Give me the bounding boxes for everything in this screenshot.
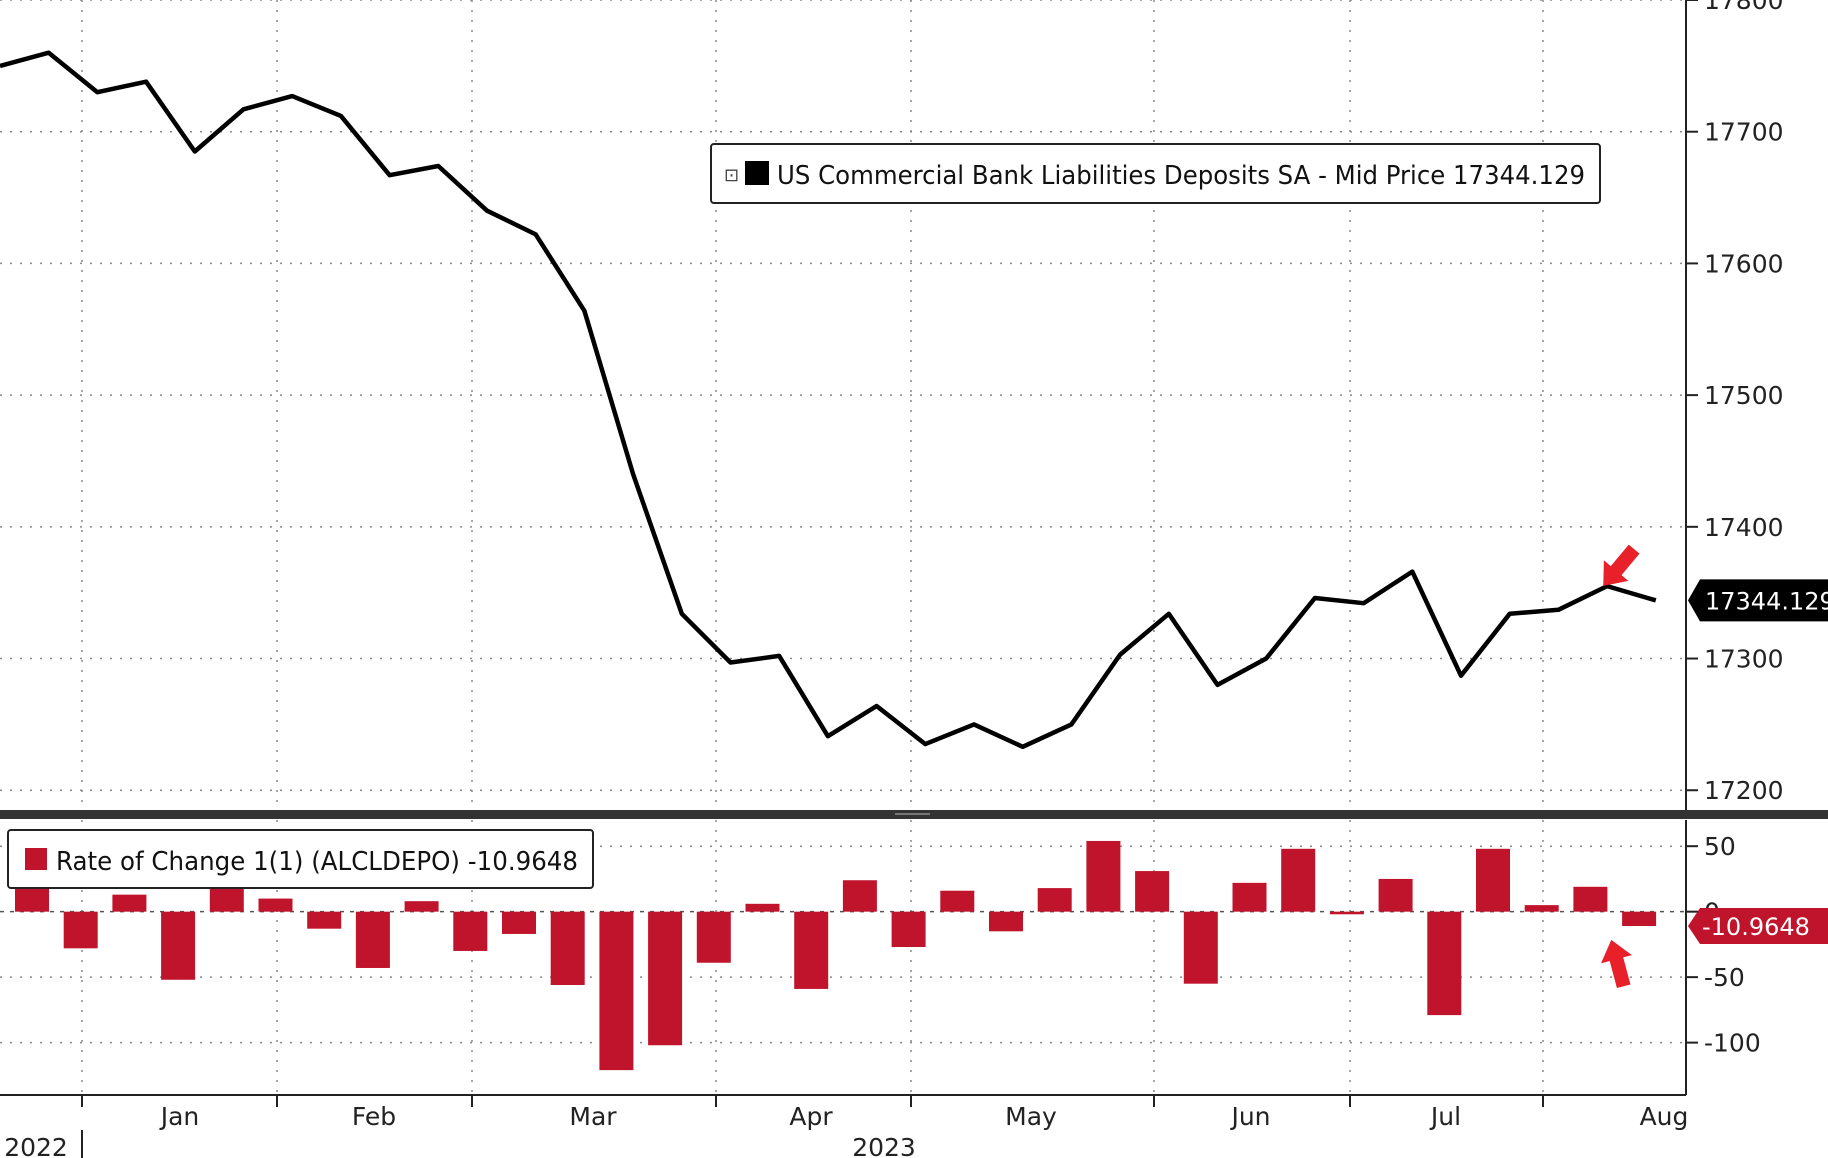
- x-tick-label: Feb: [352, 1102, 396, 1131]
- roc-legend-swatch: [25, 848, 47, 870]
- price-y-tick-label: 17400: [1704, 513, 1784, 542]
- roc-bar: [307, 911, 342, 929]
- roc-legend-label: Rate of Change 1(1) (ALCLDEPO) -10.9648: [56, 847, 578, 877]
- roc-last-value-box: -10.9648: [1688, 908, 1828, 945]
- price-y-tick-label: 17700: [1704, 118, 1784, 147]
- down-arrow-annotation: [1603, 544, 1640, 586]
- roc-bar: [15, 886, 49, 912]
- price-y-axis: 17200 17300 17400 17500 17600 17700 17800: [1686, 0, 1784, 805]
- legend-toggle-icon[interactable]: ⊡: [724, 165, 739, 186]
- price-legend-label: US Commercial Bank Liabilities Deposits …: [777, 161, 1585, 191]
- roc-bar: [794, 911, 829, 989]
- roc-last-value-shape: [1688, 908, 1828, 945]
- roc-bar: [1281, 848, 1316, 912]
- roc-bar: [209, 886, 244, 912]
- price-line: [0, 50, 1657, 750]
- roc-bar: [1086, 840, 1121, 912]
- roc-y-axis: -100-50050: [1686, 832, 1761, 1058]
- roc-bar: [599, 911, 634, 1071]
- roc-bar: [1183, 911, 1218, 984]
- roc-bar: [696, 911, 731, 963]
- roc-bar: [1524, 905, 1559, 912]
- price-y-tick-label: 17500: [1704, 381, 1784, 410]
- roc-bar: [1622, 911, 1657, 927]
- roc-bar: [404, 901, 439, 912]
- roc-bar: [1232, 882, 1267, 912]
- price-y-tick-label: 17800: [1704, 0, 1784, 15]
- roc-bar: [940, 890, 975, 912]
- roc-bars: [15, 840, 1657, 1071]
- roc-bar: [989, 911, 1023, 932]
- price-legend[interactable]: ⊡ US Commercial Bank Liabilities Deposit…: [710, 143, 1601, 204]
- x-axis: Jan Feb Mar Apr May Jun Jul Aug 2022 2023: [4, 1095, 1688, 1158]
- price-panel-gridlines: [0, 0, 1686, 791]
- down-arrow-icon: [1603, 544, 1640, 586]
- roc-bar: [550, 911, 585, 985]
- up-arrow-annotation: [1600, 939, 1632, 989]
- x-tick-label: Jun: [1229, 1102, 1270, 1131]
- x-tick-label: Aug: [1640, 1102, 1689, 1131]
- roc-y-tick-label: -100: [1704, 1029, 1761, 1058]
- roc-bar: [891, 911, 926, 948]
- x-tick-label: Jul: [1429, 1102, 1461, 1131]
- up-arrow-icon: [1600, 939, 1632, 989]
- price-last-value-label: 17344.129: [1705, 587, 1828, 615]
- roc-last-value-label: -10.9648: [1702, 913, 1810, 941]
- price-y-tick-label: 17600: [1704, 249, 1784, 278]
- roc-y-tick-label: -50: [1704, 963, 1745, 992]
- roc-bar: [1135, 871, 1170, 912]
- x-tick-label: May: [1005, 1102, 1057, 1131]
- price-y-tick-label: 17300: [1704, 645, 1784, 674]
- roc-legend[interactable]: Rate of Change 1(1) (ALCLDEPO) -10.9648: [7, 829, 594, 889]
- roc-bar: [161, 911, 196, 980]
- x-year-label: 2022: [4, 1133, 68, 1158]
- roc-bar: [1476, 848, 1510, 912]
- price-last-value-shape: [1688, 579, 1828, 622]
- roc-bar: [842, 880, 877, 912]
- roc-bar: [258, 898, 293, 912]
- x-tick-label: Jan: [159, 1102, 200, 1131]
- roc-legend-box: [7, 829, 594, 889]
- roc-bar: [112, 894, 147, 912]
- roc-bar: [1037, 888, 1072, 912]
- roc-bar: [453, 911, 488, 951]
- roc-bar: [355, 911, 390, 968]
- roc-bar: [1427, 911, 1462, 1016]
- roc-bar: [648, 911, 683, 1046]
- price-y-tick-label: 17200: [1704, 776, 1784, 805]
- roc-bar: [63, 911, 98, 949]
- roc-bar: [745, 903, 780, 912]
- price-legend-swatch: [745, 161, 769, 185]
- price-legend-box: [710, 143, 1601, 204]
- roc-bar: [1329, 911, 1364, 915]
- roc-y-tick-label: 50: [1704, 832, 1736, 861]
- x-tick-label: Mar: [569, 1102, 617, 1131]
- x-year-label: 2023: [852, 1133, 916, 1158]
- roc-bar: [502, 911, 536, 934]
- price-last-value-box: 17344.129: [1688, 579, 1828, 622]
- roc-bar: [1573, 886, 1608, 912]
- roc-bar: [1378, 878, 1413, 912]
- x-tick-label: Apr: [789, 1102, 833, 1131]
